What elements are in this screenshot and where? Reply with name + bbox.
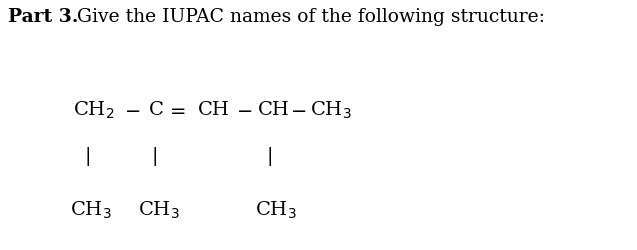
Text: Give the IUPAC names of the following structure:: Give the IUPAC names of the following st…	[71, 8, 545, 26]
Text: CH$_2$: CH$_2$	[73, 99, 115, 121]
Text: CH$_3$: CH$_3$	[310, 99, 352, 121]
Text: CH$_3$: CH$_3$	[70, 199, 111, 221]
Text: $-$: $-$	[236, 101, 252, 119]
Text: CH$_3$: CH$_3$	[255, 199, 296, 221]
Text: $-$: $-$	[290, 101, 306, 119]
Text: CH$_3$: CH$_3$	[138, 199, 180, 221]
Text: CH: CH	[197, 101, 229, 119]
Text: C: C	[148, 101, 163, 119]
Text: |: |	[84, 147, 90, 166]
Text: |: |	[152, 147, 158, 166]
Text: Part 3.: Part 3.	[8, 8, 78, 26]
Text: $-$: $-$	[124, 101, 141, 119]
Text: |: |	[266, 147, 273, 166]
Text: CH: CH	[258, 101, 290, 119]
Text: $=$: $=$	[166, 101, 186, 119]
